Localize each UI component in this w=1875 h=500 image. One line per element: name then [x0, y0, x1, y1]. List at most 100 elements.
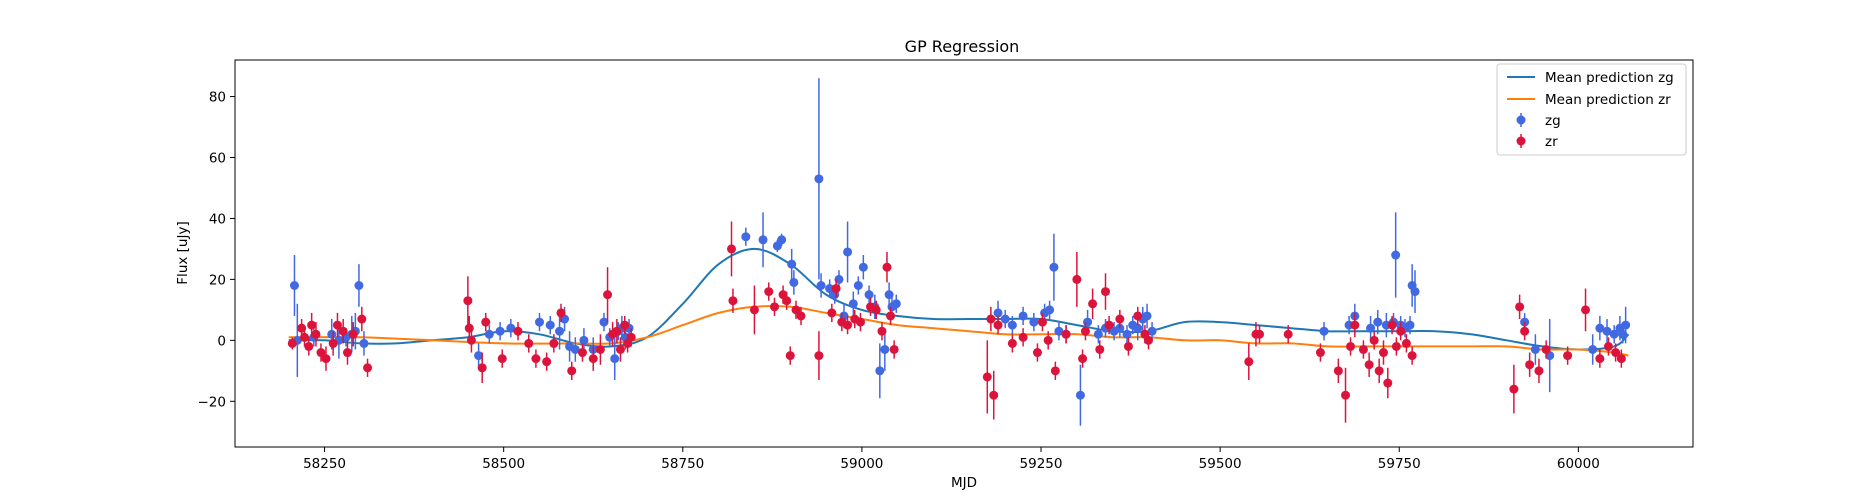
zr-data-point: [612, 326, 622, 336]
y-tick-label: −20: [198, 394, 227, 410]
legend-swatch-zg-points: [1516, 113, 1526, 127]
zg-data-point: [1045, 305, 1055, 315]
zg-data-point: [474, 351, 484, 361]
zr-data-point: [299, 332, 309, 342]
zg-data-point: [858, 262, 868, 272]
zr-data-point: [1534, 366, 1544, 376]
zr-data-point: [1255, 329, 1265, 339]
zr-data-point: [1391, 341, 1401, 351]
x-tick-label: 59250: [1020, 456, 1063, 472]
zr-data-point: [993, 320, 1003, 330]
zr-data-point: [1133, 311, 1143, 321]
zg-data-point: [354, 280, 364, 290]
zr-data-point: [796, 311, 806, 321]
zr-data-point: [1143, 335, 1153, 345]
zg-data-point: [1366, 323, 1376, 333]
zg-data-point: [777, 235, 787, 245]
mean-prediction-zr-line: [288, 305, 1629, 357]
zr-data-point: [626, 332, 636, 342]
zr-data-point: [843, 320, 853, 330]
zr-data-point: [1364, 360, 1374, 370]
x-tick-label: 58250: [303, 456, 346, 472]
zg-data-point: [506, 323, 516, 333]
zg-data-point: [1621, 320, 1631, 330]
zr-data-point: [749, 305, 759, 315]
zr-series: [287, 221, 1626, 423]
zg-data-point: [570, 344, 580, 354]
zr-data-point: [1007, 338, 1017, 348]
zr-data-point: [1358, 344, 1368, 354]
zg-data-point: [787, 259, 797, 269]
zg-data-point: [610, 354, 620, 364]
zr-data-point: [1043, 335, 1053, 345]
zg-data-point: [1075, 390, 1085, 400]
zr-data-point: [1374, 366, 1384, 376]
zr-data-point: [989, 390, 999, 400]
zr-data-point: [871, 305, 881, 315]
zr-data-point: [1407, 351, 1417, 361]
zr-data-point: [1401, 338, 1411, 348]
zg-data-point: [864, 290, 874, 300]
zg-data-point: [825, 284, 835, 294]
zr-data-point: [1088, 299, 1098, 309]
zg-data-point: [741, 232, 751, 242]
zg-data-point: [891, 299, 901, 309]
zr-data-point: [321, 354, 331, 364]
zr-data-point: [1611, 348, 1621, 358]
x-tick-label: 60000: [1557, 456, 1600, 472]
zg-data-point: [1147, 326, 1157, 336]
zr-data-point: [1563, 351, 1573, 361]
zr-data-point: [1018, 332, 1028, 342]
zr-data-point: [1369, 335, 1379, 345]
zg-data-point: [993, 308, 1003, 318]
zg-data-point: [1530, 344, 1540, 354]
zg-data-point: [1029, 317, 1039, 327]
zr-data-point: [1387, 320, 1397, 330]
zr-data-point: [1396, 326, 1406, 336]
zr-data-point: [588, 354, 598, 364]
zr-data-point: [1244, 357, 1254, 367]
zr-data-point: [332, 320, 342, 330]
zr-data-point: [531, 354, 541, 364]
zg-data-point: [1083, 317, 1093, 327]
chart-title: GP Regression: [905, 37, 1020, 56]
zr-data-point: [595, 344, 605, 354]
zg-data-point: [1602, 326, 1612, 336]
y-tick-label: 0: [217, 333, 226, 349]
x-tick-label: 59000: [840, 456, 883, 472]
zg-data-point: [545, 320, 555, 330]
zr-data-point: [1080, 326, 1090, 336]
zg-data-point: [555, 326, 565, 336]
zg-data-point: [534, 317, 544, 327]
zr-data-point: [342, 348, 352, 358]
zr-data-point: [1283, 329, 1293, 339]
zr-data-point: [782, 296, 792, 306]
zg-data-point: [1018, 311, 1028, 321]
zg-data-point: [758, 235, 768, 245]
x-axis: 58250 58500 58750 59000 59250 59500 59750 60000: [303, 447, 1600, 472]
zr-data-point: [1515, 302, 1525, 312]
zr-data-point: [287, 338, 297, 348]
legend-label-zg-points: zg: [1545, 113, 1561, 129]
zr-data-point: [877, 326, 887, 336]
y-tick-label: 40: [209, 211, 226, 227]
zr-data-point: [831, 284, 841, 294]
zr-data-point: [1078, 354, 1088, 364]
zr-data-point: [1101, 287, 1111, 297]
zr-data-point: [542, 357, 552, 367]
x-tick-label: 58500: [482, 456, 525, 472]
zg-data-point: [789, 277, 799, 287]
zr-data-point: [577, 348, 587, 358]
zr-data-point: [328, 338, 338, 348]
zr-data-point: [882, 262, 892, 272]
zr-data-point: [466, 335, 476, 345]
y-axis-label: Flux [uJy]: [175, 221, 191, 284]
zr-data-point: [1123, 341, 1133, 351]
zg-data-point: [484, 329, 494, 339]
zg-data-point: [289, 280, 299, 290]
zr-data-point: [1378, 348, 1388, 358]
x-axis-label: MJD: [951, 475, 977, 491]
zg-data-point: [853, 280, 863, 290]
zg-data-point: [1122, 329, 1132, 339]
